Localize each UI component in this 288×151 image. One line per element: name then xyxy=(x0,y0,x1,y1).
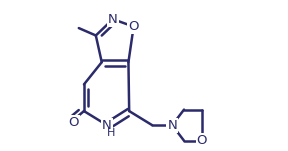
Text: O: O xyxy=(128,20,139,33)
Text: H: H xyxy=(107,128,115,138)
Text: O: O xyxy=(68,116,79,129)
Text: N: N xyxy=(102,119,112,132)
Text: N: N xyxy=(108,13,118,26)
Text: O: O xyxy=(196,134,207,147)
Text: N: N xyxy=(167,119,177,132)
Text: N: N xyxy=(102,119,112,132)
